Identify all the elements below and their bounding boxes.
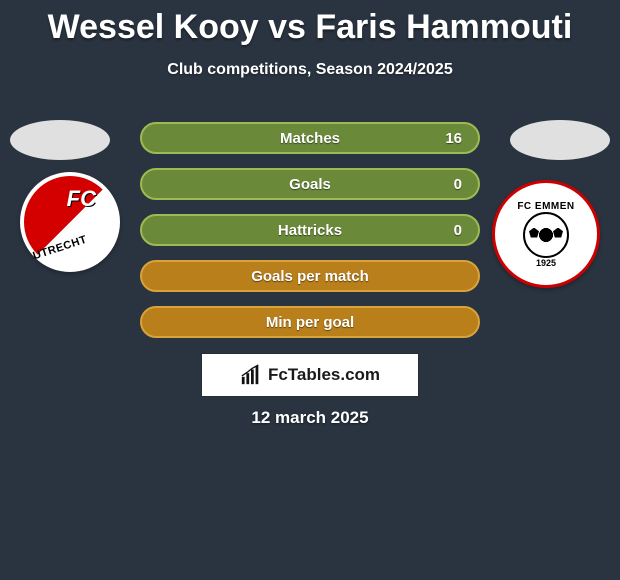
stats-list: Matches 16 Goals 0 Hattricks 0 Goals per… [140, 122, 480, 338]
club-right-badge: FC EMMEN 1925 [492, 180, 600, 288]
emmen-year-text: 1925 [536, 258, 556, 268]
stat-label: Matches [280, 130, 340, 147]
subtitle: Club competitions, Season 2024/2025 [0, 61, 620, 79]
stat-goals-per-match: Goals per match [140, 260, 480, 292]
player-right-avatar [510, 120, 610, 160]
utrecht-logo: FC UTRECHT [24, 176, 116, 268]
stat-matches: Matches 16 [140, 122, 480, 154]
emmen-name-text: FC EMMEN [517, 201, 574, 212]
stat-label: Hattricks [278, 222, 342, 239]
bar-chart-icon [240, 364, 262, 386]
player-left-avatar [10, 120, 110, 160]
utrecht-city-text: UTRECHT [32, 234, 89, 263]
stat-label: Min per goal [266, 314, 354, 331]
stat-value: 16 [445, 130, 462, 147]
stat-hattricks: Hattricks 0 [140, 214, 480, 246]
stat-label: Goals per match [251, 268, 369, 285]
stat-value: 0 [454, 222, 462, 239]
stat-value: 0 [454, 176, 462, 193]
page-title: Wessel Kooy vs Faris Hammouti [0, 0, 620, 47]
stat-goals: Goals 0 [140, 168, 480, 200]
stat-label: Goals [289, 176, 331, 193]
brand-text: FcTables.com [268, 365, 380, 385]
club-left-badge: FC UTRECHT [20, 172, 120, 272]
soccer-ball-icon [523, 212, 569, 258]
utrecht-fc-text: FC [67, 186, 96, 212]
brand-attribution: FcTables.com [202, 354, 418, 396]
date-text: 12 march 2025 [0, 408, 620, 428]
stat-min-per-goal: Min per goal [140, 306, 480, 338]
